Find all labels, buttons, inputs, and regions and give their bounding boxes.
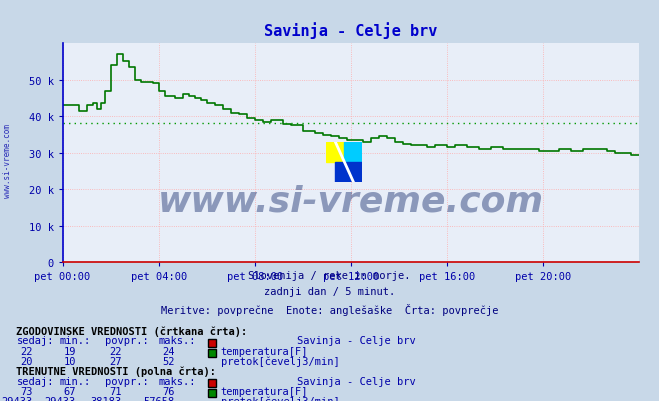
Text: sedaj:: sedaj: — [16, 376, 54, 386]
Text: Savinja - Celje brv: Savinja - Celje brv — [297, 376, 415, 386]
Text: 20: 20 — [20, 356, 33, 366]
Text: www.si-vreme.com: www.si-vreme.com — [158, 184, 544, 219]
Text: 38183: 38183 — [91, 396, 122, 401]
Text: min.:: min.: — [59, 336, 90, 346]
Text: 27: 27 — [109, 356, 122, 366]
Text: 29433: 29433 — [45, 396, 76, 401]
Text: povpr.:: povpr.: — [105, 376, 149, 386]
Text: 57658: 57658 — [144, 396, 175, 401]
Text: maks.:: maks.: — [158, 376, 196, 386]
Text: povpr.:: povpr.: — [105, 336, 149, 346]
Text: ZGODOVINSKE VREDNOSTI (črtkana črta):: ZGODOVINSKE VREDNOSTI (črtkana črta): — [16, 326, 248, 336]
Text: Slovenija / reke in morje.: Slovenija / reke in morje. — [248, 271, 411, 281]
Text: 67: 67 — [63, 386, 76, 396]
Text: temperatura[F]: temperatura[F] — [221, 346, 308, 356]
Text: 29433: 29433 — [2, 396, 33, 401]
Bar — [326, 142, 344, 162]
Text: www.si-vreme.com: www.si-vreme.com — [3, 124, 13, 197]
Text: 19: 19 — [63, 346, 76, 356]
Text: TRENUTNE VREDNOSTI (polna črta):: TRENUTNE VREDNOSTI (polna črta): — [16, 366, 216, 376]
Text: 24: 24 — [162, 346, 175, 356]
Text: 71: 71 — [109, 386, 122, 396]
Text: maks.:: maks.: — [158, 336, 196, 346]
Text: 10: 10 — [63, 356, 76, 366]
Bar — [335, 162, 362, 182]
Text: 76: 76 — [162, 386, 175, 396]
Text: pretok[čevelj3/min]: pretok[čevelj3/min] — [221, 396, 339, 401]
Text: zadnji dan / 5 minut.: zadnji dan / 5 minut. — [264, 287, 395, 297]
Title: Savinja - Celje brv: Savinja - Celje brv — [264, 22, 438, 39]
Text: 73: 73 — [20, 386, 33, 396]
Text: temperatura[F]: temperatura[F] — [221, 386, 308, 396]
Text: Savinja - Celje brv: Savinja - Celje brv — [297, 336, 415, 346]
Text: pretok[čevelj3/min]: pretok[čevelj3/min] — [221, 356, 339, 367]
Text: 52: 52 — [162, 356, 175, 366]
Text: 22: 22 — [109, 346, 122, 356]
Text: min.:: min.: — [59, 376, 90, 386]
Text: sedaj:: sedaj: — [16, 336, 54, 346]
Text: Meritve: povprečne  Enote: anglešaške  Črta: povprečje: Meritve: povprečne Enote: anglešaške Črt… — [161, 303, 498, 315]
Bar — [344, 142, 362, 162]
Text: 22: 22 — [20, 346, 33, 356]
